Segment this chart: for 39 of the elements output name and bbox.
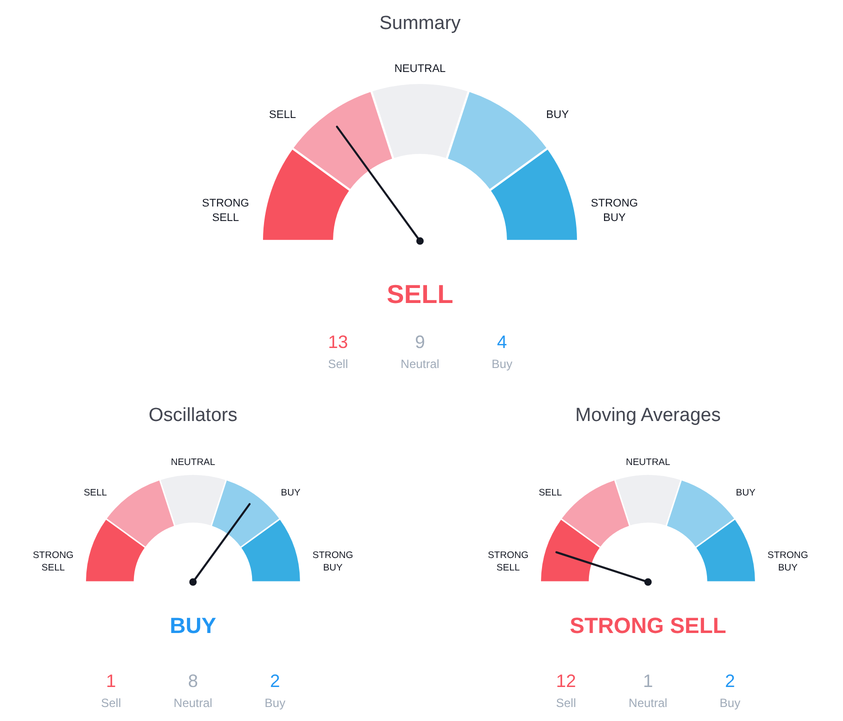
slice-label: SELL	[84, 487, 107, 498]
text: Neutral	[400, 357, 440, 371]
slice-label: STRONG SELL	[32, 550, 74, 574]
text: STRONG SELL	[570, 613, 726, 638]
chart-title: Moving Averages	[575, 405, 721, 426]
text: 2	[270, 671, 280, 691]
text: 8	[188, 671, 198, 691]
text: Buy	[492, 357, 512, 371]
chart-title: Summary	[379, 13, 462, 34]
slice-label: STRONG BUY	[312, 550, 354, 574]
slice-label: SELL	[269, 108, 296, 121]
text: 2	[724, 671, 736, 691]
text: Buy	[720, 696, 740, 710]
slice-label: STRONG SELL	[488, 550, 528, 574]
text: 1	[642, 671, 654, 691]
slice-label: NEUTRAL	[626, 457, 670, 468]
slice-label: BUY	[280, 487, 302, 498]
slice-label: STRONG BUY	[590, 197, 638, 224]
slice-label: BUY	[736, 487, 756, 498]
text: Sell	[556, 696, 576, 710]
text: 12	[556, 671, 576, 691]
text: Sell	[328, 357, 348, 371]
slice-label: NEUTRAL	[170, 457, 216, 468]
text: Buy	[264, 696, 286, 710]
text: 13	[328, 332, 348, 352]
text: Sell	[100, 696, 122, 710]
text: 4	[496, 332, 508, 352]
slice-label: BUY	[546, 108, 570, 121]
text: BUY	[170, 613, 217, 638]
text: 1	[106, 671, 116, 691]
text: 9	[414, 332, 426, 352]
slice-label: NEUTRAL	[394, 63, 446, 75]
slice-label: STRONG BUY	[768, 550, 808, 574]
slice-label: SELL	[538, 487, 562, 498]
chart-title: Oscillators	[148, 405, 238, 426]
text: SELL	[386, 279, 454, 309]
text: Neutral	[628, 696, 668, 710]
slice-label: STRONG SELL	[202, 197, 250, 224]
text: Neutral	[174, 696, 212, 710]
